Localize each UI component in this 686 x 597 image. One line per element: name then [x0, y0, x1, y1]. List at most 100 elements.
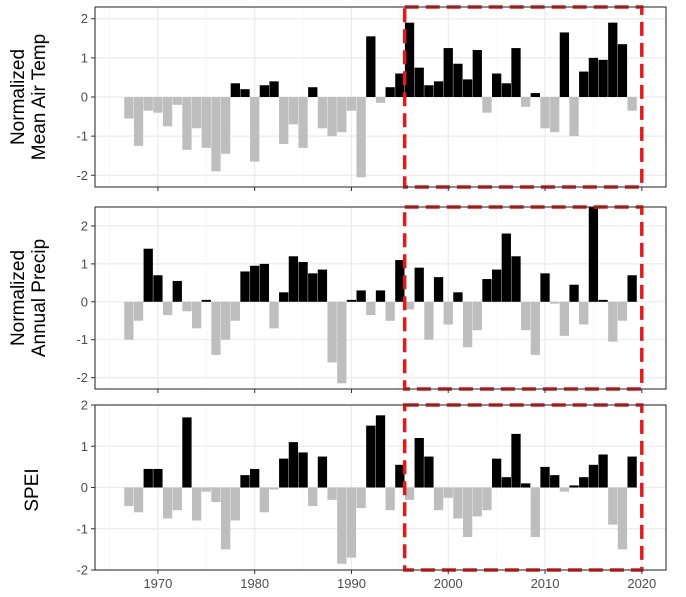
- bar-air-temp: [317, 97, 328, 129]
- bar-precip: [240, 271, 250, 302]
- bar-air-temp: [550, 97, 560, 133]
- bar-spei: [521, 483, 531, 488]
- bar-spei: [385, 487, 395, 511]
- bar-precip: [559, 301, 570, 336]
- bar-spei: [443, 487, 453, 498]
- bar-air-temp: [230, 83, 240, 97]
- bar-precip: [530, 301, 540, 355]
- bar-air-temp: [395, 73, 405, 97]
- bar-precip: [162, 301, 173, 316]
- bar-spei: [153, 468, 163, 488]
- bar-air-temp: [627, 97, 637, 111]
- bar-precip: [317, 269, 328, 302]
- x-tick-label: 2020: [627, 576, 656, 591]
- bar-precip: [191, 301, 202, 329]
- bar-precip: [288, 256, 299, 302]
- y-tick-label-precip: 1: [81, 256, 88, 271]
- panel-spei: SPEI: [22, 468, 43, 511]
- bar-air-temp: [433, 81, 444, 97]
- bar-air-temp: [521, 97, 531, 107]
- y-tick-label-spei: -1: [76, 521, 88, 536]
- bar-air-temp: [143, 97, 153, 111]
- bar-air-temp: [308, 87, 318, 97]
- bar-air-temp: [453, 63, 463, 97]
- bar-precip: [221, 301, 231, 340]
- bar-spei: [133, 487, 144, 513]
- bar-precip: [356, 290, 366, 302]
- bar-spei: [530, 487, 540, 537]
- bar-air-temp: [617, 44, 628, 97]
- ylabel-air-temp-line2: Mean Air Temp: [29, 34, 50, 160]
- ylabel-precip-line2: Annual Precip: [29, 239, 50, 357]
- y-tick-label-air-temp: 2: [81, 11, 88, 26]
- bar-precip: [172, 280, 182, 302]
- x-tick-label: 2000: [434, 576, 463, 591]
- bar-precip: [433, 277, 444, 302]
- bar-spei: [182, 417, 192, 488]
- bar-air-temp: [250, 97, 260, 162]
- bar-spei: [482, 487, 492, 511]
- bar-air-temp: [491, 73, 502, 97]
- bar-precip: [598, 299, 608, 302]
- y-tick-label-spei: -2: [76, 563, 88, 578]
- bar-precip: [453, 292, 463, 302]
- y-tick-label-spei: 1: [81, 439, 88, 454]
- bar-precip: [521, 301, 531, 331]
- bar-spei: [540, 466, 550, 488]
- bar-precip: [143, 248, 153, 302]
- bar-air-temp: [201, 97, 211, 148]
- bar-air-temp: [588, 57, 599, 97]
- bar-precip: [462, 301, 473, 348]
- bar-spei: [433, 487, 444, 511]
- bar-air-temp: [172, 97, 182, 105]
- bar-precip: [346, 299, 357, 302]
- y-tick-label-spei: 2: [81, 398, 88, 413]
- bar-precip: [511, 256, 521, 302]
- bar-precip: [230, 301, 240, 321]
- bar-air-temp: [153, 97, 163, 113]
- bar-precip: [540, 273, 550, 302]
- bar-air-temp: [501, 83, 511, 97]
- y-tick-label-air-temp: -1: [76, 129, 88, 144]
- bar-spei: [124, 487, 134, 507]
- bar-air-temp: [404, 22, 415, 97]
- bar-air-temp: [221, 97, 231, 154]
- bar-spei: [617, 487, 628, 550]
- panel-air-temp: Normalized Mean Air Temp: [8, 34, 50, 160]
- bar-air-temp: [124, 97, 134, 119]
- bar-spei: [221, 487, 231, 550]
- bar-precip: [279, 292, 289, 302]
- bar-air-temp: [482, 97, 492, 113]
- bar-spei: [608, 487, 618, 525]
- bar-precip: [298, 261, 308, 302]
- bar-precip: [133, 301, 144, 321]
- y-tick-label-precip: -2: [76, 370, 88, 385]
- bar-precip: [327, 301, 337, 363]
- ylabel-spei: SPEI: [22, 468, 43, 511]
- bar-precip: [550, 301, 560, 304]
- panel-annual-precip: Normalized Annual Precip: [8, 239, 50, 357]
- bar-air-temp: [279, 97, 289, 144]
- ylabel-air-temp-line1: Normalized: [8, 49, 29, 145]
- bar-precip: [501, 233, 511, 302]
- x-tick-label: 1990: [337, 576, 366, 591]
- y-tick-label-precip: -1: [76, 332, 88, 347]
- bar-precip: [569, 284, 579, 302]
- panel-border-precip: [94, 206, 667, 390]
- bar-spei: [579, 477, 589, 488]
- bar-precip: [337, 301, 347, 384]
- bar-precip: [153, 275, 163, 302]
- bar-precip: [250, 265, 260, 302]
- bar-spei: [201, 487, 211, 492]
- bar-air-temp: [414, 67, 424, 97]
- bar-spei: [327, 487, 337, 500]
- bar-air-temp: [133, 97, 144, 146]
- bar-air-temp: [385, 87, 395, 97]
- bar-precip: [404, 301, 415, 310]
- chart-marks: -2 -1 0 1 2 -2 -1 0 1 2 -2 -1 0 1 2 1970 1980 1990 2000 201…: [76, 5, 667, 591]
- bar-air-temp: [259, 85, 270, 97]
- y-tick-label-precip: 0: [81, 294, 88, 309]
- bar-precip: [472, 301, 482, 331]
- bar-precip: [443, 301, 453, 325]
- bar-spei: [511, 433, 521, 488]
